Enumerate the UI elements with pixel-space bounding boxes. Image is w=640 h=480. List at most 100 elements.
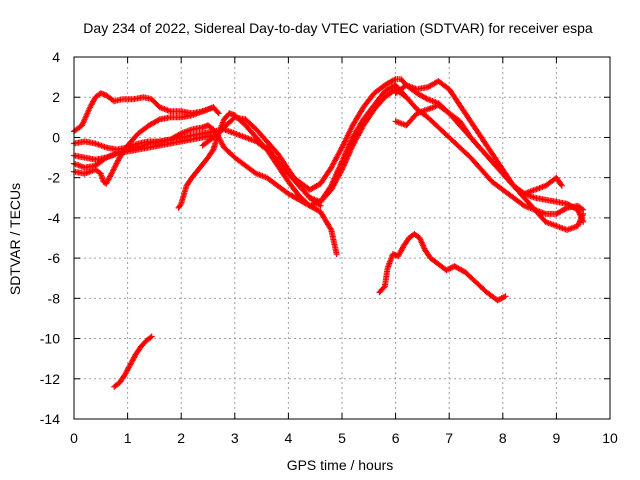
data-point-pass-4-10 <box>180 136 182 139</box>
data-point-pass-11-17 <box>496 299 499 302</box>
data-point-pass-6-9 <box>228 112 231 115</box>
data-point-pass-11-1 <box>384 285 386 288</box>
data-point-pass-8-9 <box>362 106 365 109</box>
data-point-pass-7-18 <box>394 84 397 86</box>
data-point-pass-6-4 <box>199 166 201 169</box>
x-axis-title: GPS time / hours <box>287 457 394 473</box>
data-point-pass-3-1 <box>83 172 86 175</box>
data-point-pass-9-1 <box>405 124 408 127</box>
x-tick-label-10: 10 <box>602 430 618 446</box>
data-point-pass-7-20 <box>416 108 418 111</box>
data-point-pass-7-7 <box>276 152 279 155</box>
data-point-pass-8-6 <box>330 166 333 169</box>
data-point-pass-10-7 <box>469 120 472 123</box>
data-point-pass-5-22 <box>287 193 290 195</box>
data-point-pass-9-5 <box>448 112 451 115</box>
x-tick-label-9: 9 <box>553 430 561 446</box>
data-point-pass-1-3 <box>94 96 97 98</box>
data-point-pass-11-11 <box>437 263 440 265</box>
data-point-pass-6-16 <box>298 195 300 197</box>
data-point-pass-7-14 <box>351 136 354 139</box>
data-point-pass-11-12 <box>445 269 448 272</box>
data-point-pass-10-9 <box>491 152 493 155</box>
chart-title: Day 234 of 2022, Sidereal Day-to-day VTE… <box>83 20 593 36</box>
data-point-pass-6-11 <box>244 124 247 127</box>
data-point-pass-11-6 <box>408 237 410 239</box>
data-point-pass-10-6 <box>459 104 461 107</box>
data-point-pass-3-6 <box>110 172 113 175</box>
data-point-pass-5-2 <box>94 164 97 167</box>
data-point-pass-5-4 <box>116 152 118 155</box>
data-point-pass-6-20 <box>335 253 338 255</box>
data-point-pass-8-16 <box>427 98 429 100</box>
data-point-pass-7-0 <box>201 144 204 147</box>
data-point-pass-10-1 <box>405 84 408 86</box>
data-point-pass-3-12 <box>169 116 172 119</box>
series-pass-7 <box>199 82 587 217</box>
data-point-pass-7-17 <box>384 90 386 92</box>
data-point-pass-7-15 <box>362 118 365 121</box>
data-point-pass-10-3 <box>427 86 429 88</box>
data-point-pass-11-13 <box>453 265 456 268</box>
data-point-pass-4-12 <box>201 132 204 135</box>
data-point-pass-7-28 <box>502 188 504 191</box>
data-point-pass-8-12 <box>394 78 397 80</box>
data-point-pass-7-27 <box>491 180 493 183</box>
data-point-pass-6-17 <box>309 205 311 207</box>
data-point-pass-4-6 <box>137 142 140 145</box>
data-point-pass-12-4 <box>134 353 137 356</box>
data-point-pass-2-2 <box>94 158 97 161</box>
x-tick-label-5: 5 <box>338 430 346 446</box>
x-tick-label-2: 2 <box>177 430 185 446</box>
data-point-pass-8-29 <box>566 203 568 205</box>
data-point-pass-1-17 <box>217 112 220 115</box>
data-point-pass-7-35 <box>577 205 579 207</box>
y-tick-label--4: -4 <box>48 210 61 226</box>
data-point-pass-4-4 <box>116 148 118 151</box>
series-pass-12 <box>111 333 155 390</box>
data-point-pass-12-6 <box>145 339 148 342</box>
x-tick-label-1: 1 <box>124 430 132 446</box>
data-point-pass-12-0 <box>113 386 115 388</box>
data-point-pass-3-16 <box>212 106 215 109</box>
data-point-pass-7-9 <box>298 184 300 187</box>
data-point-pass-7-36 <box>582 209 584 211</box>
x-tick-label-0: 0 <box>70 430 78 446</box>
data-point-pass-6-1 <box>180 203 182 205</box>
data-point-pass-3-13 <box>180 116 182 119</box>
data-point-pass-5-19 <box>255 172 257 175</box>
x-tick-label-3: 3 <box>231 430 239 446</box>
data-point-pass-7-25 <box>469 156 472 159</box>
data-point-pass-4-15 <box>234 132 236 135</box>
y-tick-label--2: -2 <box>48 170 61 186</box>
data-point-pass-9-7 <box>469 136 472 139</box>
data-series-layer <box>71 76 587 390</box>
data-point-pass-8-15 <box>416 92 418 94</box>
data-point-pass-10-16 <box>561 184 563 187</box>
data-point-pass-3-14 <box>191 114 193 117</box>
data-point-pass-8-1 <box>276 160 279 163</box>
data-point-pass-11-8 <box>418 237 421 239</box>
data-point-pass-7-29 <box>512 197 515 199</box>
axis-ticks: 0 1 2 3 4 5 6 7 8 9 10 4 2 0 -2 -4 -6 -8 -10 -12 -14 <box>40 49 618 446</box>
data-point-pass-1-2 <box>89 106 91 109</box>
data-point-pass-3-15 <box>201 110 204 113</box>
data-point-pass-3-3 <box>100 172 102 175</box>
data-point-pass-10-0 <box>394 92 397 94</box>
data-point-pass-7-2 <box>223 126 225 129</box>
data-point-pass-9-8 <box>480 148 483 151</box>
data-point-pass-7-23 <box>448 136 451 139</box>
data-point-pass-10-8 <box>480 136 483 139</box>
x-tick-label-6: 6 <box>392 430 400 446</box>
data-point-pass-1-4 <box>100 92 102 94</box>
data-point-pass-6-18 <box>319 211 322 213</box>
data-point-pass-12-1 <box>118 382 121 384</box>
data-point-pass-2-10 <box>180 140 182 143</box>
data-point-pass-4-16 <box>244 136 247 139</box>
data-point-pass-1-11 <box>159 106 161 109</box>
data-point-pass-11-3 <box>392 253 394 255</box>
data-point-pass-5-31 <box>384 96 386 98</box>
data-point-pass-5-14 <box>212 128 215 131</box>
data-point-pass-8-0 <box>266 146 268 149</box>
